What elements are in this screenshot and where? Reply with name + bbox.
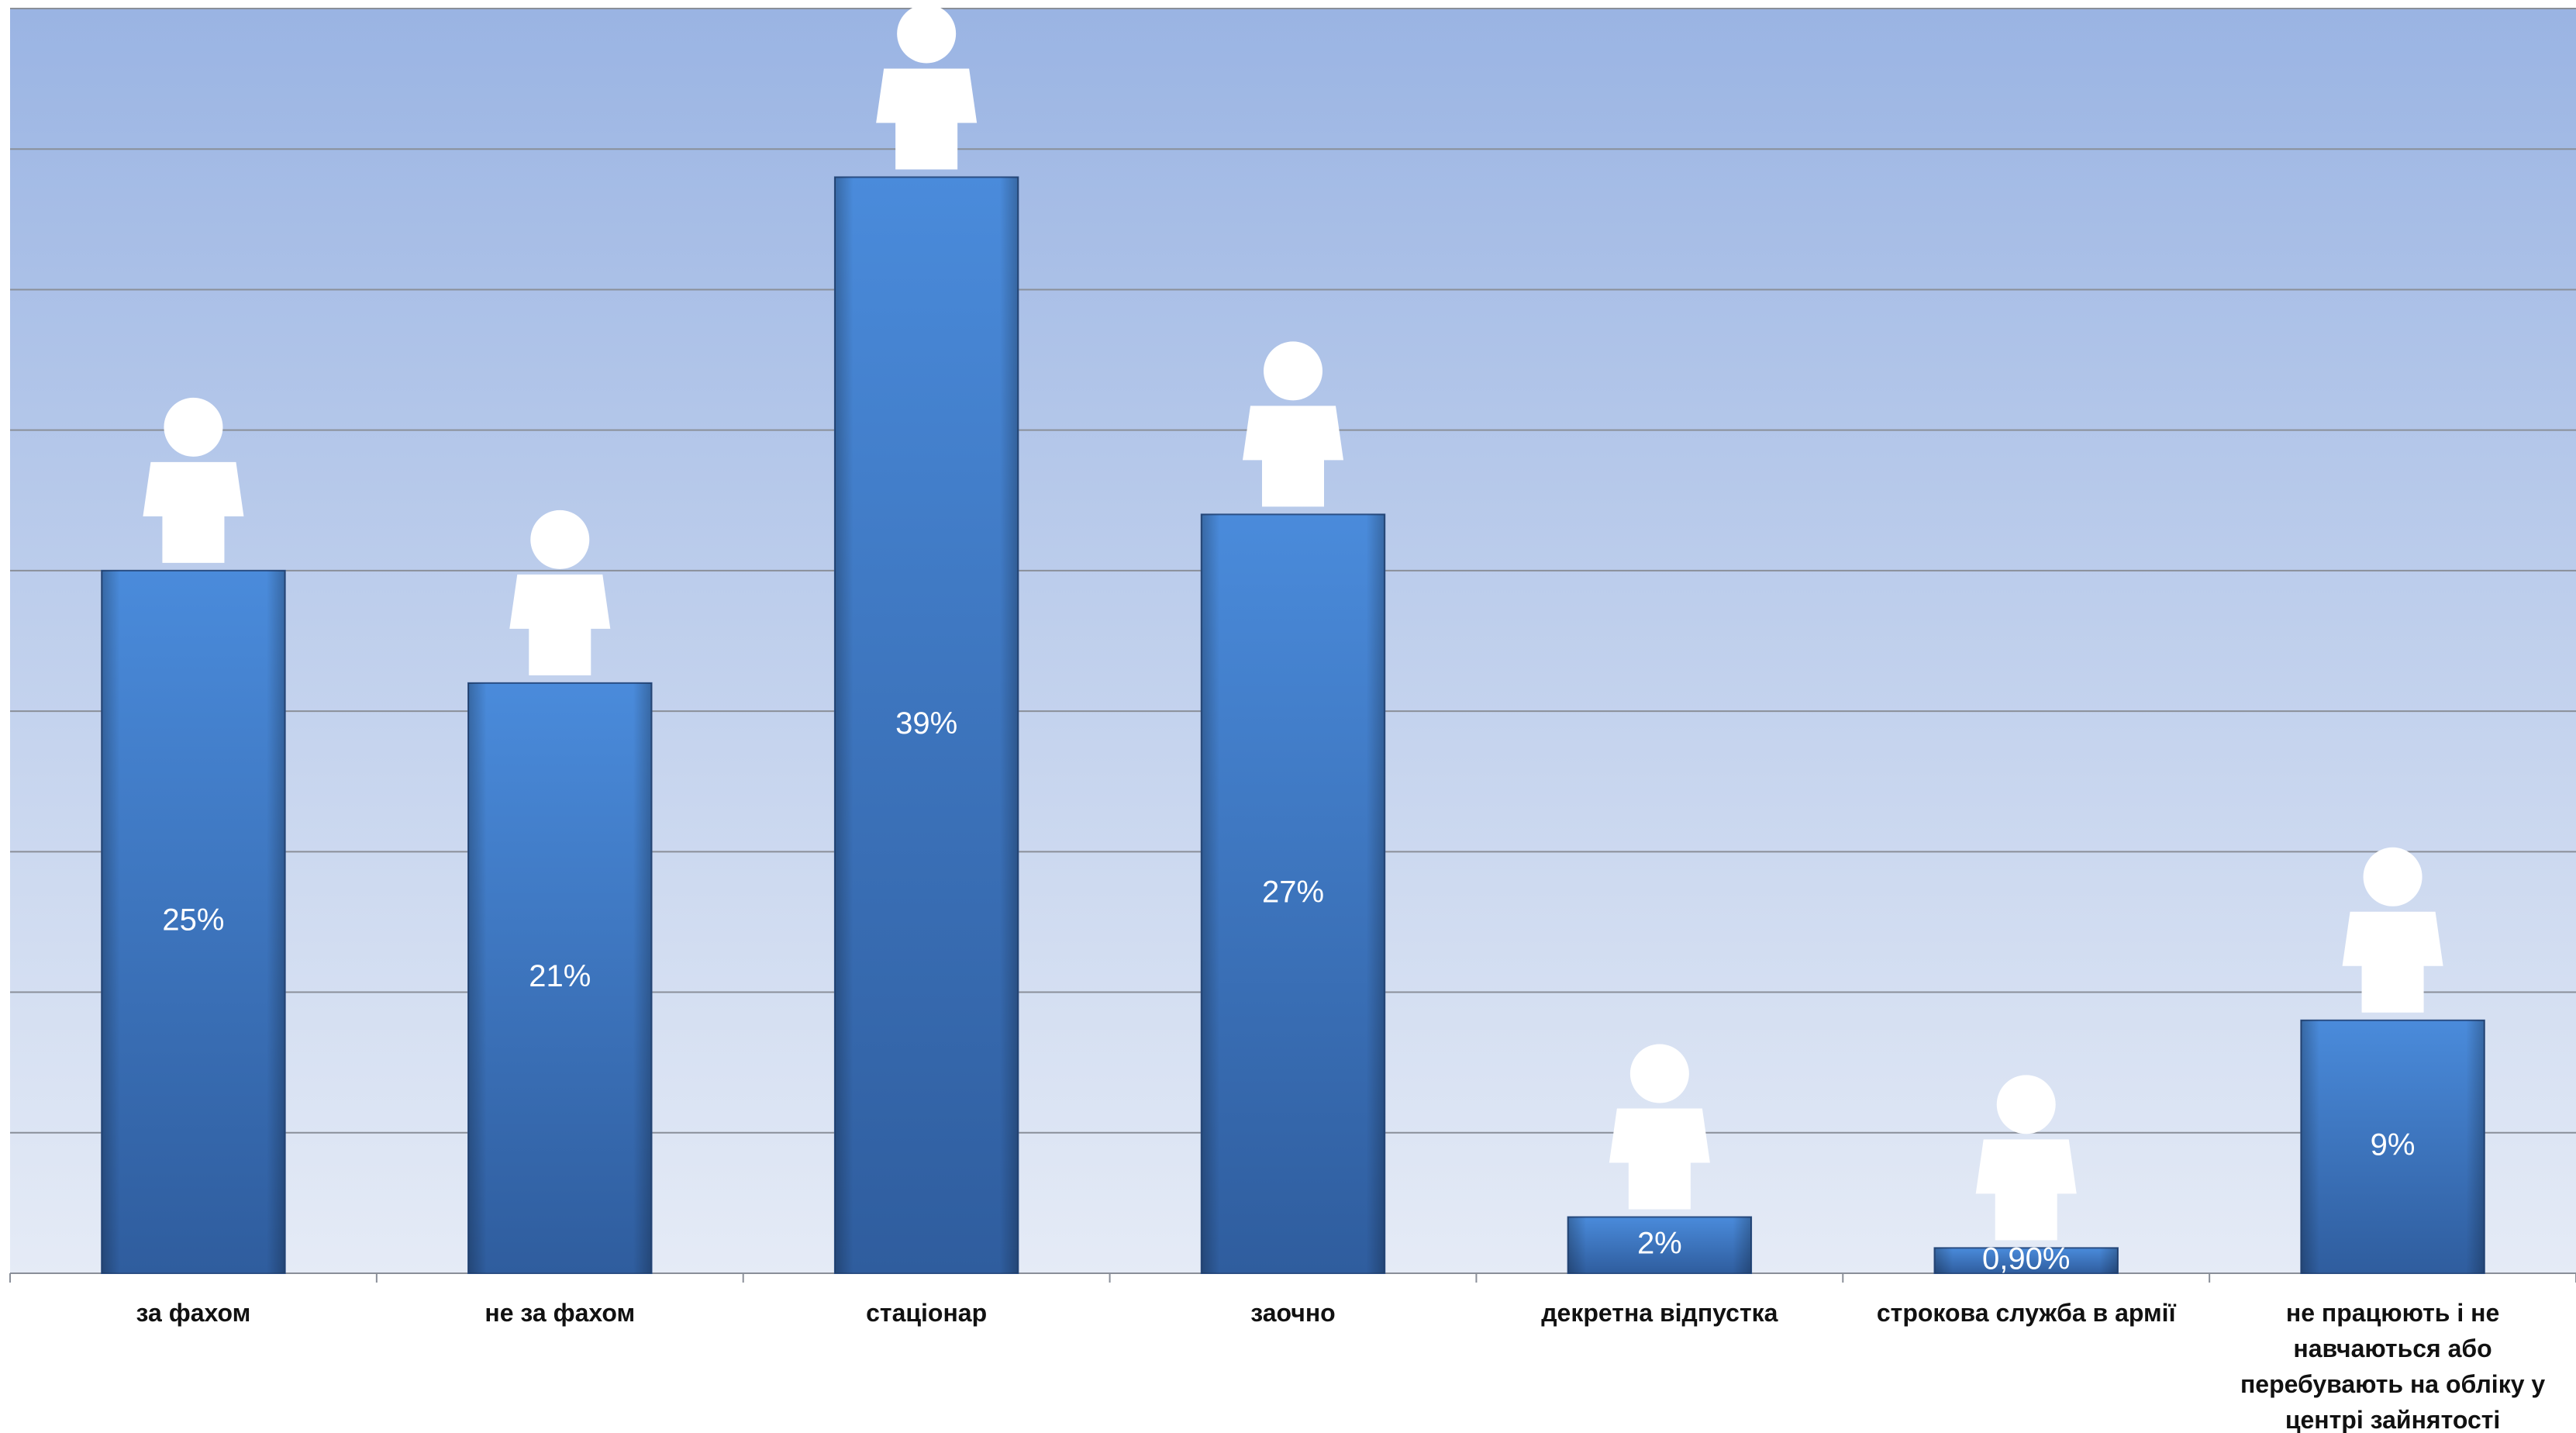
- icon-part: [2342, 911, 2443, 1013]
- icon-part: [509, 574, 611, 675]
- icon-part: [164, 397, 223, 457]
- bar-shade: [834, 177, 1019, 1273]
- icon-part: [1243, 406, 1343, 507]
- icon-part: [143, 461, 244, 563]
- icon: [509, 509, 611, 675]
- data-label: 0,90%: [1982, 1241, 2070, 1276]
- icon-part: [1975, 1139, 2077, 1241]
- x-tick-label: стаціонар: [866, 1299, 988, 1327]
- data-label: 27%: [1262, 875, 1324, 909]
- x-tick-label: строкова служба в армії: [1876, 1299, 2176, 1327]
- icon: [2342, 847, 2443, 1013]
- icon-part: [1629, 1044, 1689, 1103]
- data-label: 39%: [895, 706, 957, 741]
- icon-part: [530, 509, 590, 569]
- x-tick-label: декретна відпустка: [1541, 1299, 1778, 1327]
- icon-part: [897, 4, 957, 64]
- data-label: 21%: [529, 959, 591, 993]
- data-label: 2%: [1637, 1226, 1682, 1260]
- bar-shade: [2301, 1020, 2485, 1273]
- data-label: 9%: [2371, 1127, 2416, 1162]
- icon: [1609, 1044, 1710, 1210]
- icon-part: [2363, 847, 2423, 906]
- icon: [1975, 1075, 2077, 1241]
- bar-shade: [1201, 514, 1385, 1273]
- bar-shade: [1567, 1217, 1752, 1273]
- bar-shade: [468, 682, 652, 1273]
- x-tick-label: заочно: [1250, 1299, 1336, 1327]
- icon-part: [1264, 341, 1322, 401]
- x-tick-label: не працюють і не навчаються або перебува…: [2240, 1299, 2546, 1433]
- icon-part: [1996, 1075, 2056, 1134]
- data-label: 25%: [162, 903, 224, 937]
- x-tick-label: не за фахом: [485, 1299, 636, 1327]
- icon: [876, 4, 978, 170]
- bar-shade: [1934, 1248, 2118, 1273]
- icon-part: [1609, 1108, 1710, 1210]
- bar-shade: [102, 570, 285, 1273]
- icon: [143, 397, 244, 563]
- icon-part: [876, 68, 978, 170]
- icon: [1243, 341, 1343, 507]
- x-tick-label: за фахом: [136, 1299, 251, 1327]
